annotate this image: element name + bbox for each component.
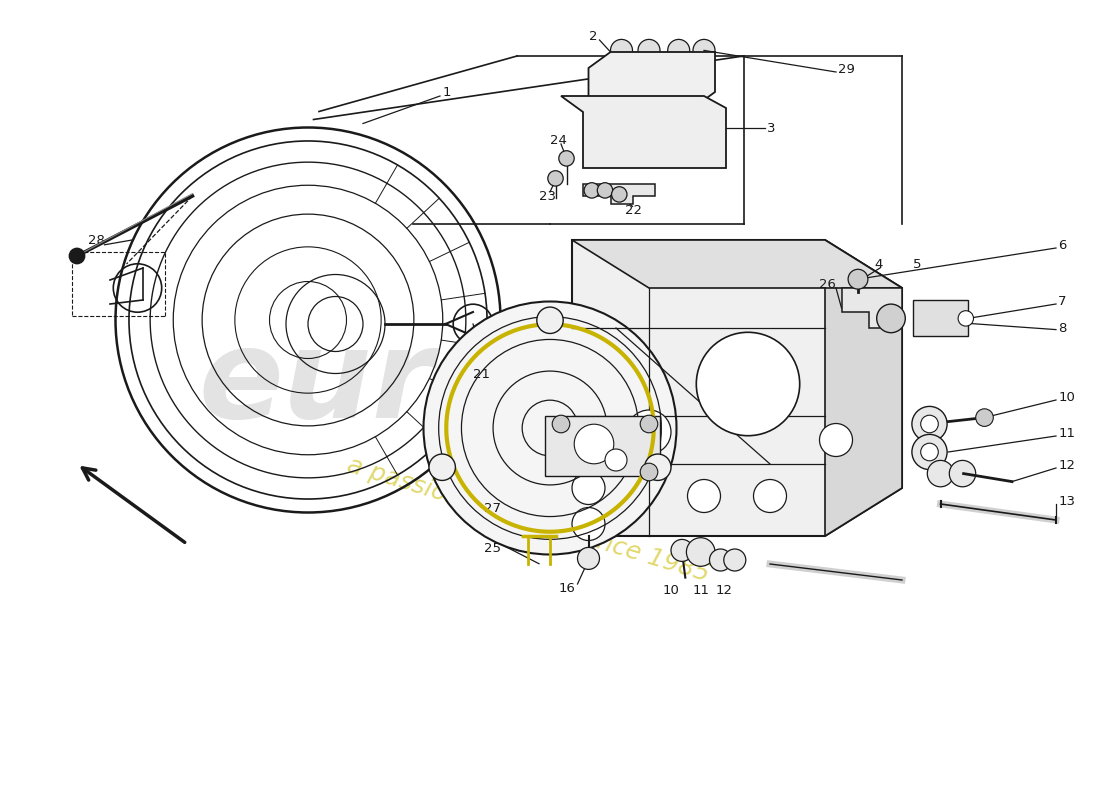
Text: 12: 12 [715,584,733,597]
Ellipse shape [537,307,563,334]
Ellipse shape [949,461,976,486]
Text: 27: 27 [484,502,500,514]
Ellipse shape [976,409,993,426]
Text: 13: 13 [1058,495,1075,508]
Ellipse shape [612,186,627,202]
Ellipse shape [921,443,938,461]
Text: 12: 12 [1058,459,1075,472]
Text: 29: 29 [838,63,855,76]
Ellipse shape [552,415,570,433]
Ellipse shape [605,449,627,471]
Ellipse shape [668,39,690,62]
Ellipse shape [927,461,954,486]
Ellipse shape [912,406,947,442]
Text: 5: 5 [913,258,922,270]
Ellipse shape [671,539,693,562]
Text: 23: 23 [539,190,556,202]
Ellipse shape [578,547,600,570]
Ellipse shape [958,310,974,326]
Text: 3: 3 [767,122,775,134]
Polygon shape [825,240,902,536]
Ellipse shape [848,270,868,289]
Ellipse shape [627,410,671,454]
Text: 24: 24 [550,134,566,146]
Text: 16: 16 [559,582,575,594]
Ellipse shape [820,423,852,457]
Ellipse shape [572,507,605,541]
Text: 28: 28 [88,234,104,246]
Ellipse shape [688,479,720,513]
Ellipse shape [696,332,800,436]
Text: 25: 25 [484,542,500,554]
Text: 11: 11 [692,584,710,597]
Ellipse shape [638,39,660,62]
Polygon shape [572,240,902,288]
Ellipse shape [686,538,715,566]
Ellipse shape [429,454,455,481]
Text: 21: 21 [473,368,490,381]
Ellipse shape [69,248,85,264]
Polygon shape [583,184,654,204]
Text: 26: 26 [820,278,836,290]
Ellipse shape [877,304,905,333]
Text: 22: 22 [625,204,641,217]
Text: a passion for parts since 1985: a passion for parts since 1985 [344,454,712,586]
Ellipse shape [645,454,671,481]
Ellipse shape [693,39,715,62]
Ellipse shape [424,302,676,554]
Polygon shape [842,288,902,328]
Ellipse shape [559,150,574,166]
Ellipse shape [640,415,658,433]
Polygon shape [572,240,902,536]
Text: 4: 4 [874,258,883,270]
Text: es: es [605,339,764,461]
Text: 1: 1 [442,86,451,98]
Ellipse shape [548,170,563,186]
Text: 8: 8 [1058,322,1067,334]
Text: 10: 10 [1058,391,1075,404]
Text: euros: euros [198,323,594,445]
Polygon shape [588,52,715,108]
Text: 11: 11 [1058,427,1075,440]
Ellipse shape [710,549,732,571]
Text: 2: 2 [588,30,597,42]
Ellipse shape [597,182,613,198]
Text: 10: 10 [662,584,680,597]
Text: 7: 7 [1058,295,1067,308]
Ellipse shape [584,182,600,198]
Ellipse shape [724,549,746,571]
Polygon shape [913,300,968,336]
Ellipse shape [912,434,947,470]
Ellipse shape [921,415,938,433]
Ellipse shape [640,463,658,481]
Ellipse shape [574,424,614,464]
Ellipse shape [610,39,632,62]
Polygon shape [561,96,726,168]
Ellipse shape [572,471,605,505]
Text: 6: 6 [1058,239,1067,252]
Polygon shape [544,416,660,476]
Ellipse shape [754,479,786,513]
